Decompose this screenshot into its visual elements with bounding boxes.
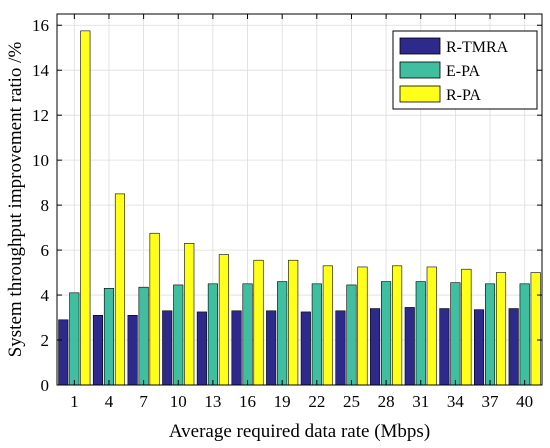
legend: R-TMRA E-PA R-PA	[392, 30, 538, 110]
bar-e-pa-19	[277, 281, 288, 386]
bar-e-pa-28	[381, 281, 392, 386]
bar-r-pa-22	[322, 265, 333, 386]
x-tick-label: 22	[308, 392, 325, 411]
bar-r-tmra-34	[439, 308, 450, 386]
bar-r-tmra-13	[196, 311, 207, 386]
y-tick-label: 16	[32, 16, 49, 35]
x-tick-labels: 1 4 7 10 13 16 19 22 25 28 31 34 37 40	[70, 392, 533, 411]
bar-e-pa-40	[519, 283, 530, 386]
bar-r-pa-19	[288, 259, 299, 386]
legend-label-e-pa: E-PA	[446, 63, 481, 80]
bar-e-pa-22	[311, 283, 322, 386]
bar-r-pa-37	[495, 272, 507, 386]
y-tick-label: 14	[32, 61, 50, 80]
plot-frame	[56, 13, 543, 386]
x-tick-label: 28	[378, 392, 395, 411]
bar-r-tmra-4	[92, 314, 104, 386]
bar-e-pa-31	[415, 281, 426, 386]
axis-ticks	[57, 14, 542, 386]
y-axis-label: System throughput improvement ratio /%	[5, 42, 26, 358]
bar-r-tmra-37	[473, 309, 485, 386]
bar-r-tmra-28	[370, 308, 381, 386]
y-tick-label: 12	[32, 106, 49, 125]
y-tick-label: 4	[41, 286, 50, 305]
bar-e-pa-37	[484, 283, 496, 386]
legend-swatch-r-pa	[399, 85, 441, 103]
x-tick-label: 1	[70, 392, 79, 411]
bar-e-pa-16	[242, 283, 253, 386]
bar-r-pa-31	[426, 266, 437, 386]
bars	[58, 30, 541, 386]
bar-r-tmra-10	[162, 310, 173, 386]
bar-e-pa-1	[69, 292, 80, 386]
bar-e-pa-7	[138, 286, 149, 386]
bar-r-tmra-25	[335, 310, 346, 386]
bar-r-tmra-16	[231, 310, 242, 386]
x-tick-label: 4	[105, 392, 114, 411]
bar-r-tmra-40	[508, 308, 519, 386]
y-tick-label: 10	[32, 151, 49, 170]
bar-r-pa-1	[80, 30, 91, 386]
x-tick-label: 34	[447, 392, 465, 411]
bar-r-pa-16	[253, 259, 264, 386]
bar-e-pa-10	[173, 284, 184, 386]
x-tick-label: 37	[482, 392, 500, 411]
y-tick-label: 8	[41, 196, 50, 215]
legend-swatch-e-pa	[399, 61, 441, 79]
x-tick-label: 10	[170, 392, 187, 411]
bar-r-pa-25	[357, 266, 368, 386]
x-axis-label: Average required data rate (Mbps)	[169, 421, 430, 442]
bar-r-pa-10	[184, 243, 195, 386]
bar-r-pa-28	[392, 265, 403, 386]
legend-label-r-tmra: R-TMRA	[446, 39, 509, 56]
legend-swatch-r-tmra	[399, 37, 441, 55]
x-tick-label: 25	[343, 392, 360, 411]
bar-r-tmra-31	[404, 307, 415, 386]
x-tick-label: 19	[274, 392, 291, 411]
bar-e-pa-25	[346, 284, 357, 386]
legend-label-r-pa: R-PA	[446, 87, 481, 104]
x-tick-label: 13	[204, 392, 221, 411]
y-tick-label: 6	[41, 241, 50, 260]
y-tick-labels: 0 2 4 6 8 10 12 14 16	[32, 16, 50, 395]
y-tick-label: 0	[41, 376, 50, 395]
x-tick-label: 7	[139, 392, 148, 411]
bar-r-pa-40	[530, 272, 541, 386]
bar-r-tmra-7	[127, 314, 138, 386]
x-tick-label: 40	[516, 392, 533, 411]
bar-r-pa-13	[218, 254, 229, 386]
bar-r-tmra-22	[300, 311, 311, 386]
bar-e-pa-4	[103, 288, 115, 386]
bar-r-pa-34	[461, 268, 472, 386]
bar-r-pa-7	[149, 232, 160, 386]
bar-r-tmra-19	[266, 310, 277, 386]
y-tick-label: 2	[41, 331, 50, 350]
bar-r-tmra-1	[58, 319, 69, 386]
x-tick-label: 16	[239, 392, 256, 411]
bar-r-pa-4	[114, 193, 126, 386]
bar-e-pa-34	[450, 282, 461, 386]
bar-e-pa-13	[207, 283, 218, 386]
x-tick-label: 31	[412, 392, 429, 411]
